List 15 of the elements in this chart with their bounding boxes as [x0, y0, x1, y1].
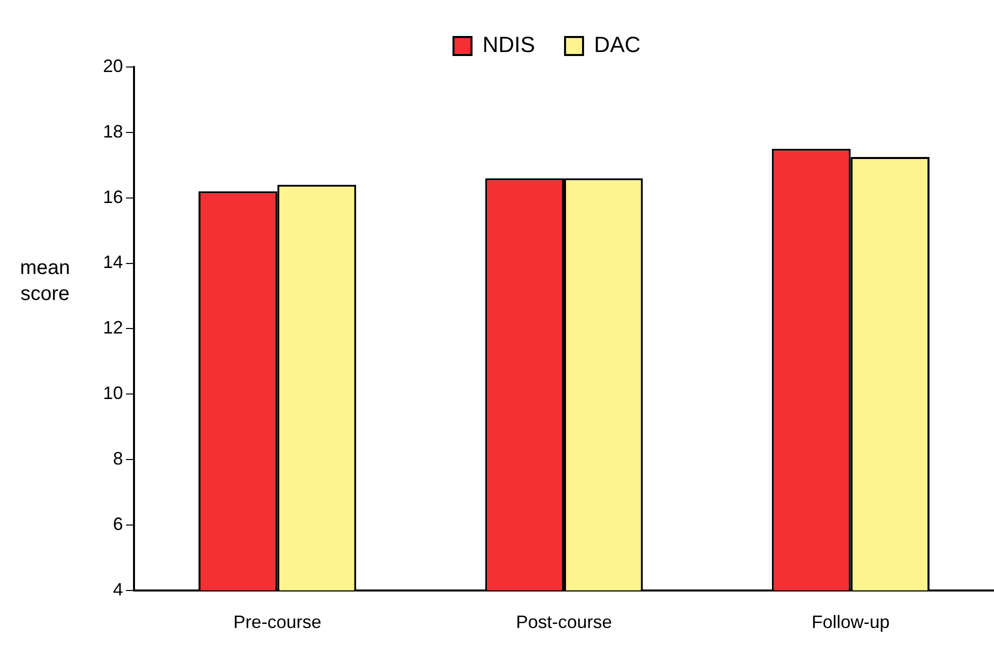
y-tick-label: 4: [113, 579, 124, 600]
x-tick-label: Post-course: [516, 612, 612, 632]
y-tick-label: 6: [113, 514, 124, 534]
y-tick-label: 10: [102, 383, 124, 404]
y-tick-label: 12: [102, 318, 124, 338]
y-tick-label: 18: [102, 121, 124, 142]
y-tick-label: 16: [102, 186, 124, 207]
y-tick-label: 14: [102, 252, 124, 272]
y-axis-title: mean score: [18, 256, 72, 307]
x-tick-label: Pre-course: [233, 612, 322, 632]
y-tick-label: 8: [113, 448, 124, 469]
legend-label: NDIS: [482, 32, 536, 58]
legend-label: DAC: [594, 32, 641, 58]
y-tick-label: 20: [102, 56, 124, 76]
x-tick-label: Follow-up: [812, 612, 890, 632]
